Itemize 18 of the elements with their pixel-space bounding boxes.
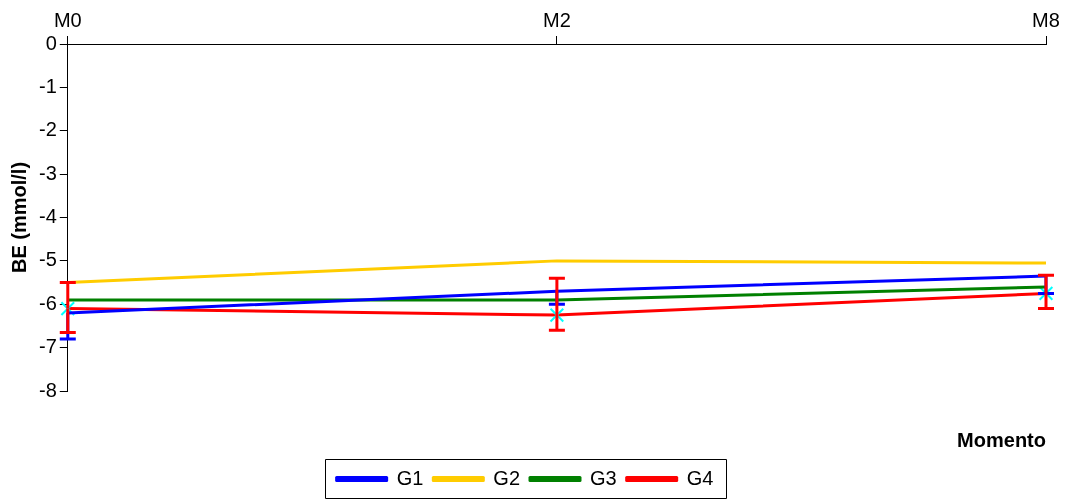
legend-label: G1	[396, 466, 424, 489]
y-tick-label: -5	[38, 248, 57, 271]
x-tick-label: M0	[53, 8, 82, 31]
x-axis-title: Momento	[957, 428, 1046, 451]
y-tick-label: -4	[38, 205, 57, 228]
y-tick-label: -3	[38, 161, 57, 184]
y-tick-label: -7	[38, 335, 57, 358]
legend-label: G2	[493, 466, 521, 489]
x-tick-label: M8	[1032, 8, 1060, 31]
x-tick-label: M2	[542, 8, 571, 31]
y-tick-label: 0	[45, 31, 57, 54]
y-tick-label: -2	[38, 118, 57, 141]
y-tick-label: -6	[38, 291, 57, 314]
legend-label: G3	[590, 466, 617, 489]
y-tick-label: -8	[38, 378, 57, 401]
y-axis-title: BE (mmol/l)	[7, 161, 30, 274]
legend-label: G4	[686, 466, 714, 489]
y-tick-label: -1	[38, 74, 57, 97]
